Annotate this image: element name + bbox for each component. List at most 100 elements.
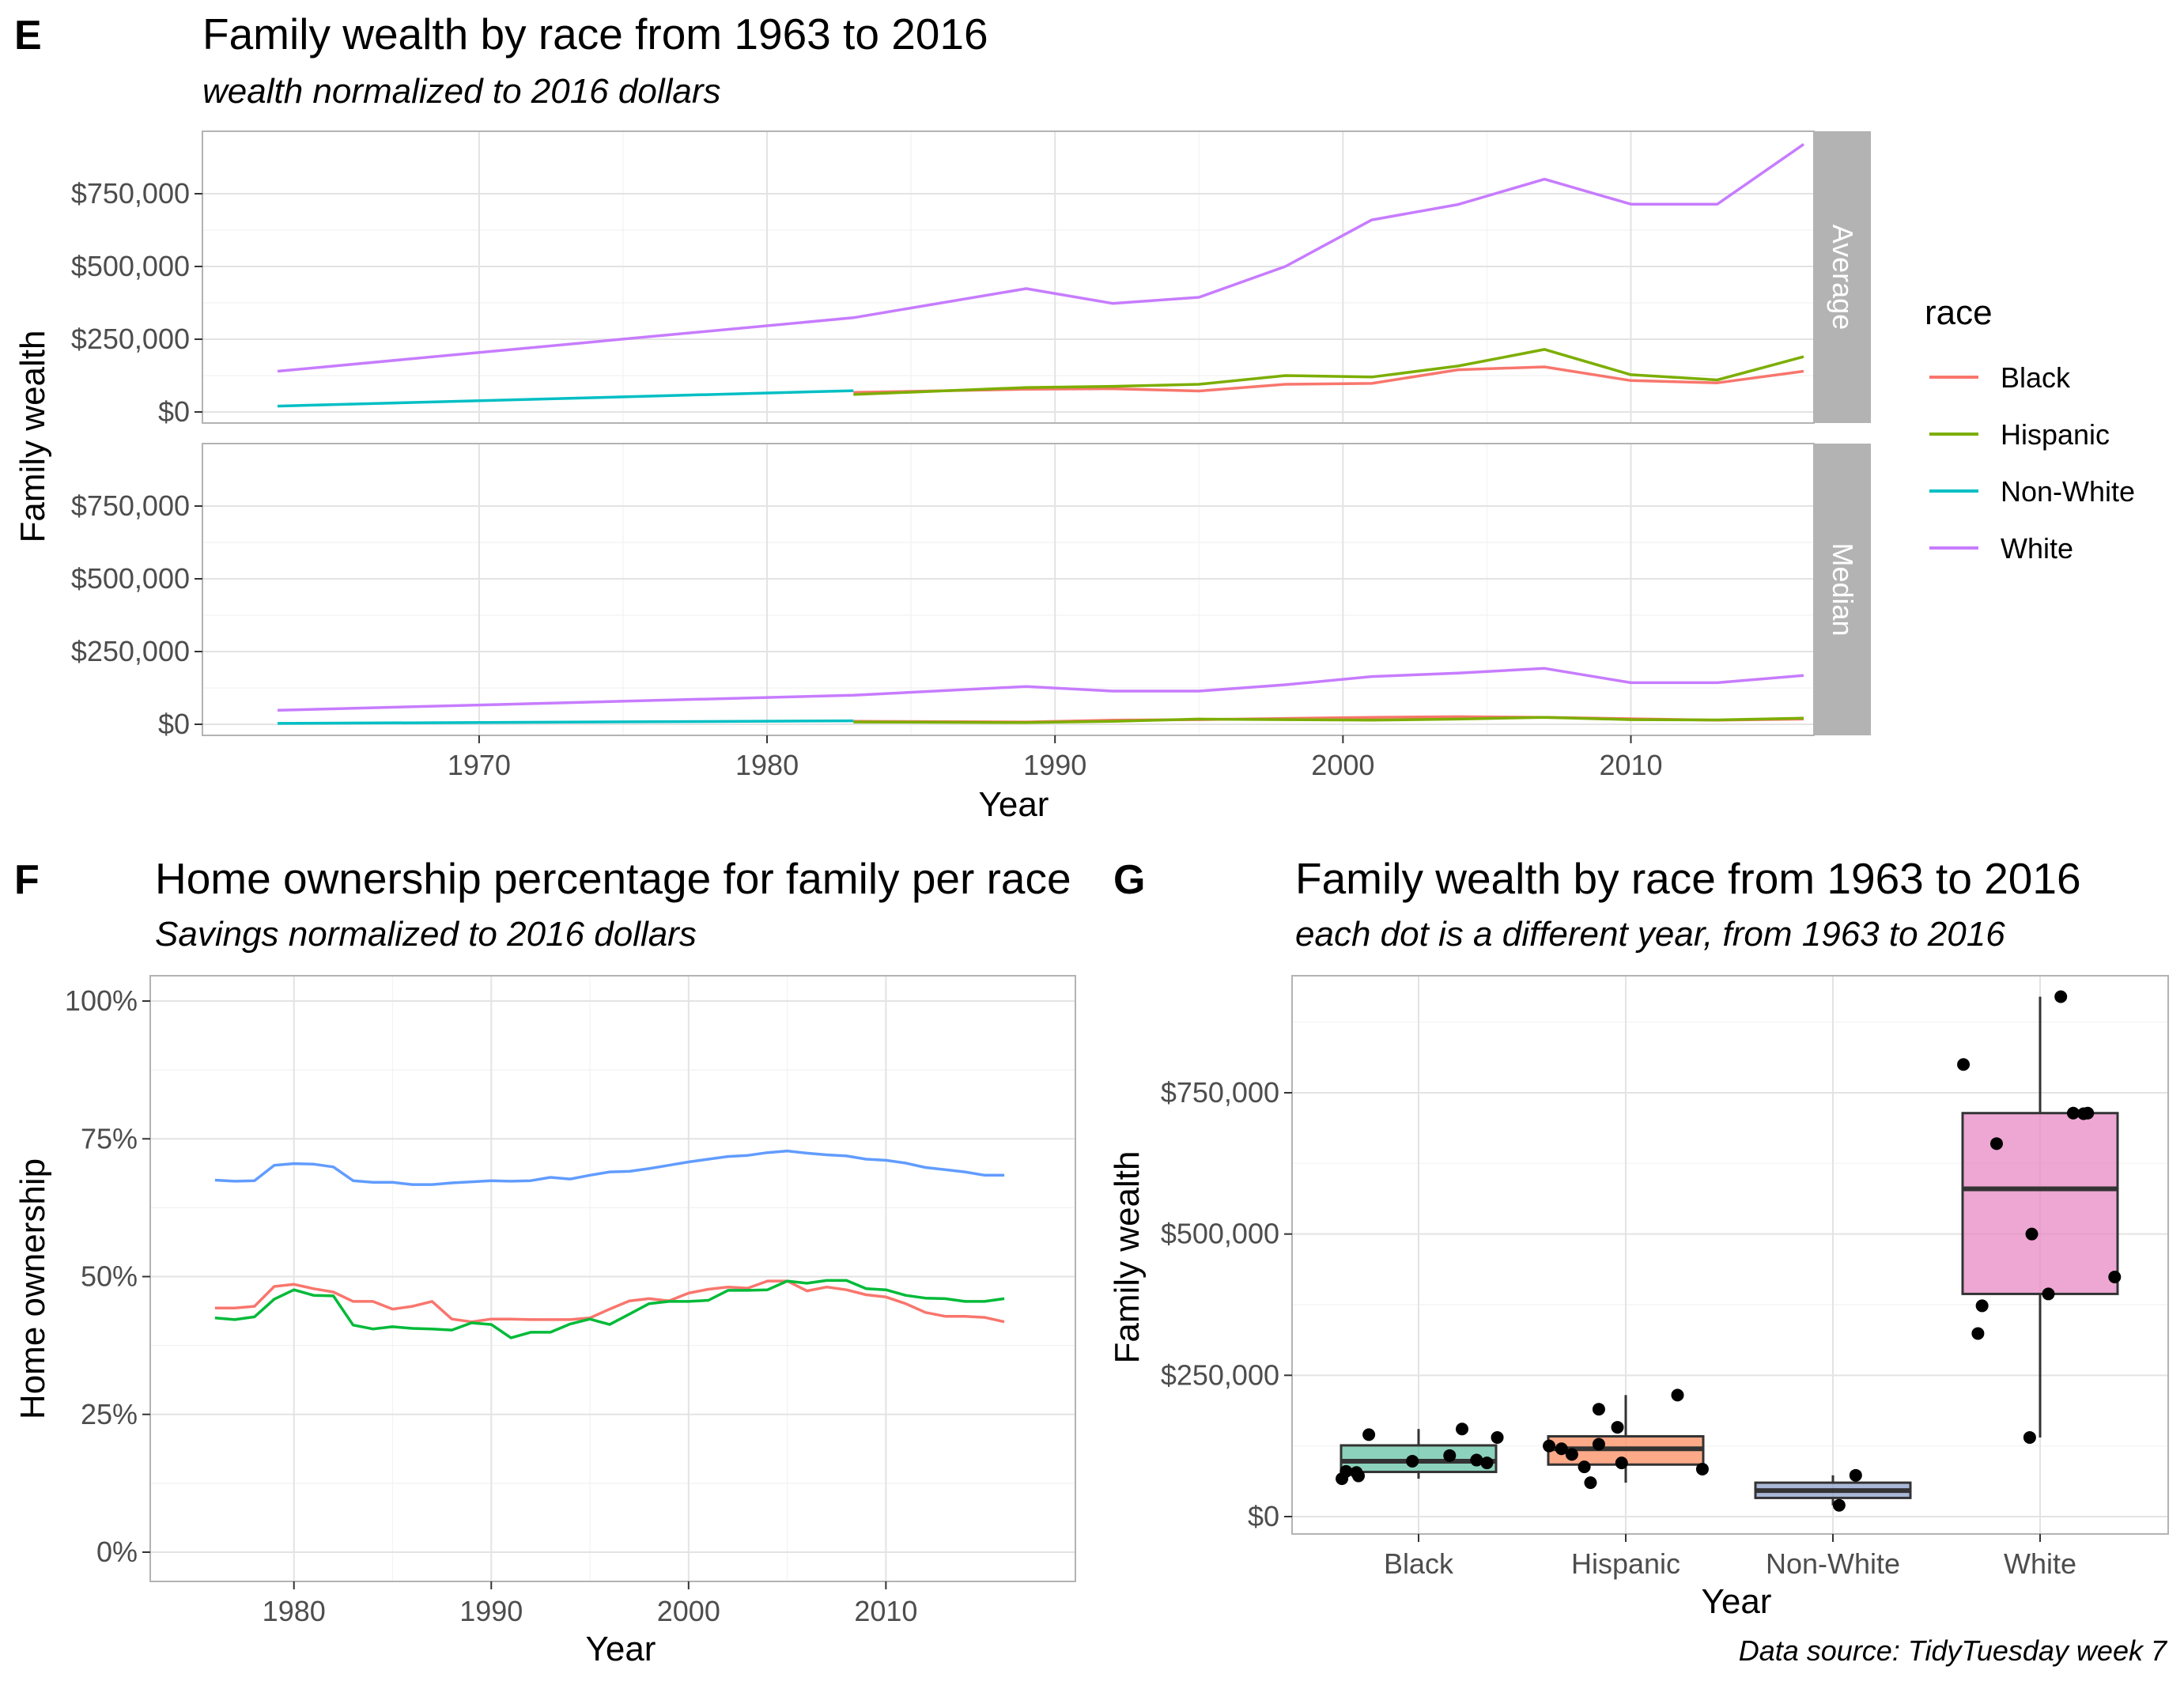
point-black xyxy=(1470,1453,1483,1467)
point-black xyxy=(1406,1454,1419,1468)
point-hispanic xyxy=(1578,1460,1591,1474)
point-white xyxy=(2081,1106,2095,1120)
panel-g-x-title: Year xyxy=(1702,1582,1772,1621)
panel-e-average-y-tick-label: $500,000 xyxy=(71,250,190,282)
panel-letter-g: G xyxy=(1113,857,1145,903)
panel-e-median-y-tick-label: $250,000 xyxy=(71,635,190,667)
panel-g-x-tick-label: White xyxy=(2004,1547,2076,1580)
line-hispanic-median xyxy=(853,716,1804,724)
point-non-white xyxy=(1832,1498,1846,1512)
legend-label-white: White xyxy=(2001,532,2073,565)
panel-e-average-y-tick-label: $250,000 xyxy=(71,323,190,355)
line-white-median xyxy=(277,667,1804,712)
legend-label-non-white: Non-White xyxy=(2001,475,2135,508)
panel-e-median-y-tick-label: $500,000 xyxy=(71,562,190,595)
panel-g-panel-border xyxy=(1291,975,2169,1535)
panel-e-x-tick-label: 2010 xyxy=(1599,749,1662,781)
panel-g-x-tick-label: Hispanic xyxy=(1571,1547,1680,1580)
panel-f-y-tick-label: 25% xyxy=(81,1398,138,1430)
legend-label-black: Black xyxy=(2001,361,2071,394)
facet-strip-average xyxy=(1814,131,1871,423)
box-black xyxy=(1339,1444,1498,1474)
panel-f-x-title: Year xyxy=(586,1630,656,1668)
legend-title: race xyxy=(1925,293,1993,332)
panel-f-y-tick-label: 50% xyxy=(81,1260,138,1293)
point-hispanic xyxy=(1671,1388,1684,1402)
panel-g-y-title: Family wealth xyxy=(1108,1151,1147,1364)
panel-e-x-tick-label: 1990 xyxy=(1023,749,1086,781)
point-white xyxy=(2054,990,2068,1003)
line-home-black xyxy=(214,1279,1005,1324)
panel-e-x-tick-label: 1970 xyxy=(448,749,511,781)
point-white xyxy=(2066,1106,2080,1120)
panel-g-title: Family wealth by race from 1963 to 2016 xyxy=(1295,854,2081,903)
line-hispanic-average xyxy=(853,348,1804,396)
point-hispanic xyxy=(1555,1442,1568,1456)
point-black xyxy=(1352,1469,1366,1483)
panel-letter-e: E xyxy=(14,13,42,59)
point-white xyxy=(2023,1430,2036,1444)
panel-f-y-tick-label: 75% xyxy=(81,1122,138,1154)
panel-e-x-axis: 1970 1980 1990 2000 2010 xyxy=(448,735,1663,781)
panel-f-title: Home ownership percentage for family per… xyxy=(155,854,1071,903)
panel-e-y-title: Family wealth xyxy=(13,331,52,543)
box-white xyxy=(1961,1112,2119,1295)
line-non-white-average xyxy=(277,389,854,408)
point-black xyxy=(1362,1428,1376,1441)
panel-g-y-tick-label: $0 xyxy=(1248,1500,1279,1532)
panel-e-average-facet: $0 $250,000 $500,000 $750,000 Average xyxy=(71,130,1871,428)
panel-e-legend: race Black Hispanic Non-White White xyxy=(1925,293,2135,565)
panel-f-subtitle: Savings normalized to 2016 dollars xyxy=(155,915,697,954)
panel-e-median-facet: $0 $250,000 $500,000 $750,000 Median xyxy=(71,443,1871,740)
panel-f-y-tick-label: 0% xyxy=(96,1536,138,1568)
panel-e-title: Family wealth by race from 1963 to 2016 xyxy=(202,9,988,59)
point-hispanic xyxy=(1565,1448,1578,1461)
panel-e-median-y-tick-label: $750,000 xyxy=(71,489,190,522)
line-home-white xyxy=(214,1149,1005,1186)
point-white xyxy=(1971,1327,1985,1340)
panel-g-y-tick-label: $750,000 xyxy=(1161,1076,1279,1109)
panel-f-panel-border xyxy=(149,975,1076,1582)
point-hispanic xyxy=(1695,1462,1709,1475)
legend-label-hispanic: Hispanic xyxy=(2001,418,2110,451)
panel-e-median-y-tick-label: $0 xyxy=(158,708,190,740)
panel-f-x-tick-label: 2000 xyxy=(657,1595,720,1627)
point-white xyxy=(1957,1058,1971,1071)
panel-f-x-tick-label: 1980 xyxy=(263,1595,326,1627)
panel-e-x-title: Year xyxy=(979,785,1049,824)
point-white xyxy=(1989,1137,2003,1150)
panel-e-subtitle: wealth normalized to 2016 dollars xyxy=(202,72,721,111)
facet-strip-label-median: Median xyxy=(1827,542,1859,636)
point-black xyxy=(1456,1422,1469,1436)
point-non-white xyxy=(1849,1468,1862,1482)
panel-f-panel-bg xyxy=(150,976,1075,1581)
panel-f-x-tick-label: 1990 xyxy=(459,1595,523,1627)
point-white xyxy=(1975,1299,1989,1313)
panel-e-average-panel-bg xyxy=(202,131,1814,423)
panel-e-average-y-tick-label: $0 xyxy=(158,395,190,428)
facet-strip-label-average: Average xyxy=(1827,225,1859,330)
line-home-hispanic xyxy=(214,1279,1005,1339)
point-hispanic xyxy=(1615,1456,1628,1470)
panel-f-y-tick-label: 100% xyxy=(65,984,138,1017)
point-hispanic xyxy=(1592,1403,1605,1416)
facet-strip-median xyxy=(1814,444,1871,735)
point-black xyxy=(1339,1464,1353,1478)
point-hispanic xyxy=(1592,1438,1605,1451)
point-white xyxy=(2042,1287,2055,1301)
point-black xyxy=(1480,1456,1494,1470)
point-hispanic xyxy=(1543,1439,1556,1453)
panel-e-median-panel-bg xyxy=(202,444,1814,735)
line-non-white-median xyxy=(277,719,854,725)
point-white xyxy=(2108,1270,2122,1283)
panel-e-x-tick-label: 2000 xyxy=(1311,749,1374,781)
panel-g-y-tick-label: $500,000 xyxy=(1161,1218,1279,1250)
line-white-average xyxy=(277,142,1804,373)
panel-f-y-title: Home ownership xyxy=(13,1158,52,1419)
point-black xyxy=(1443,1449,1457,1462)
panel-g-y-tick-label: $250,000 xyxy=(1161,1358,1279,1391)
point-hispanic xyxy=(1611,1421,1624,1434)
panel-e-average-y-tick-label: $750,000 xyxy=(71,177,190,210)
panel-g-subtitle: each dot is a different year, from 1963 … xyxy=(1295,915,2005,954)
